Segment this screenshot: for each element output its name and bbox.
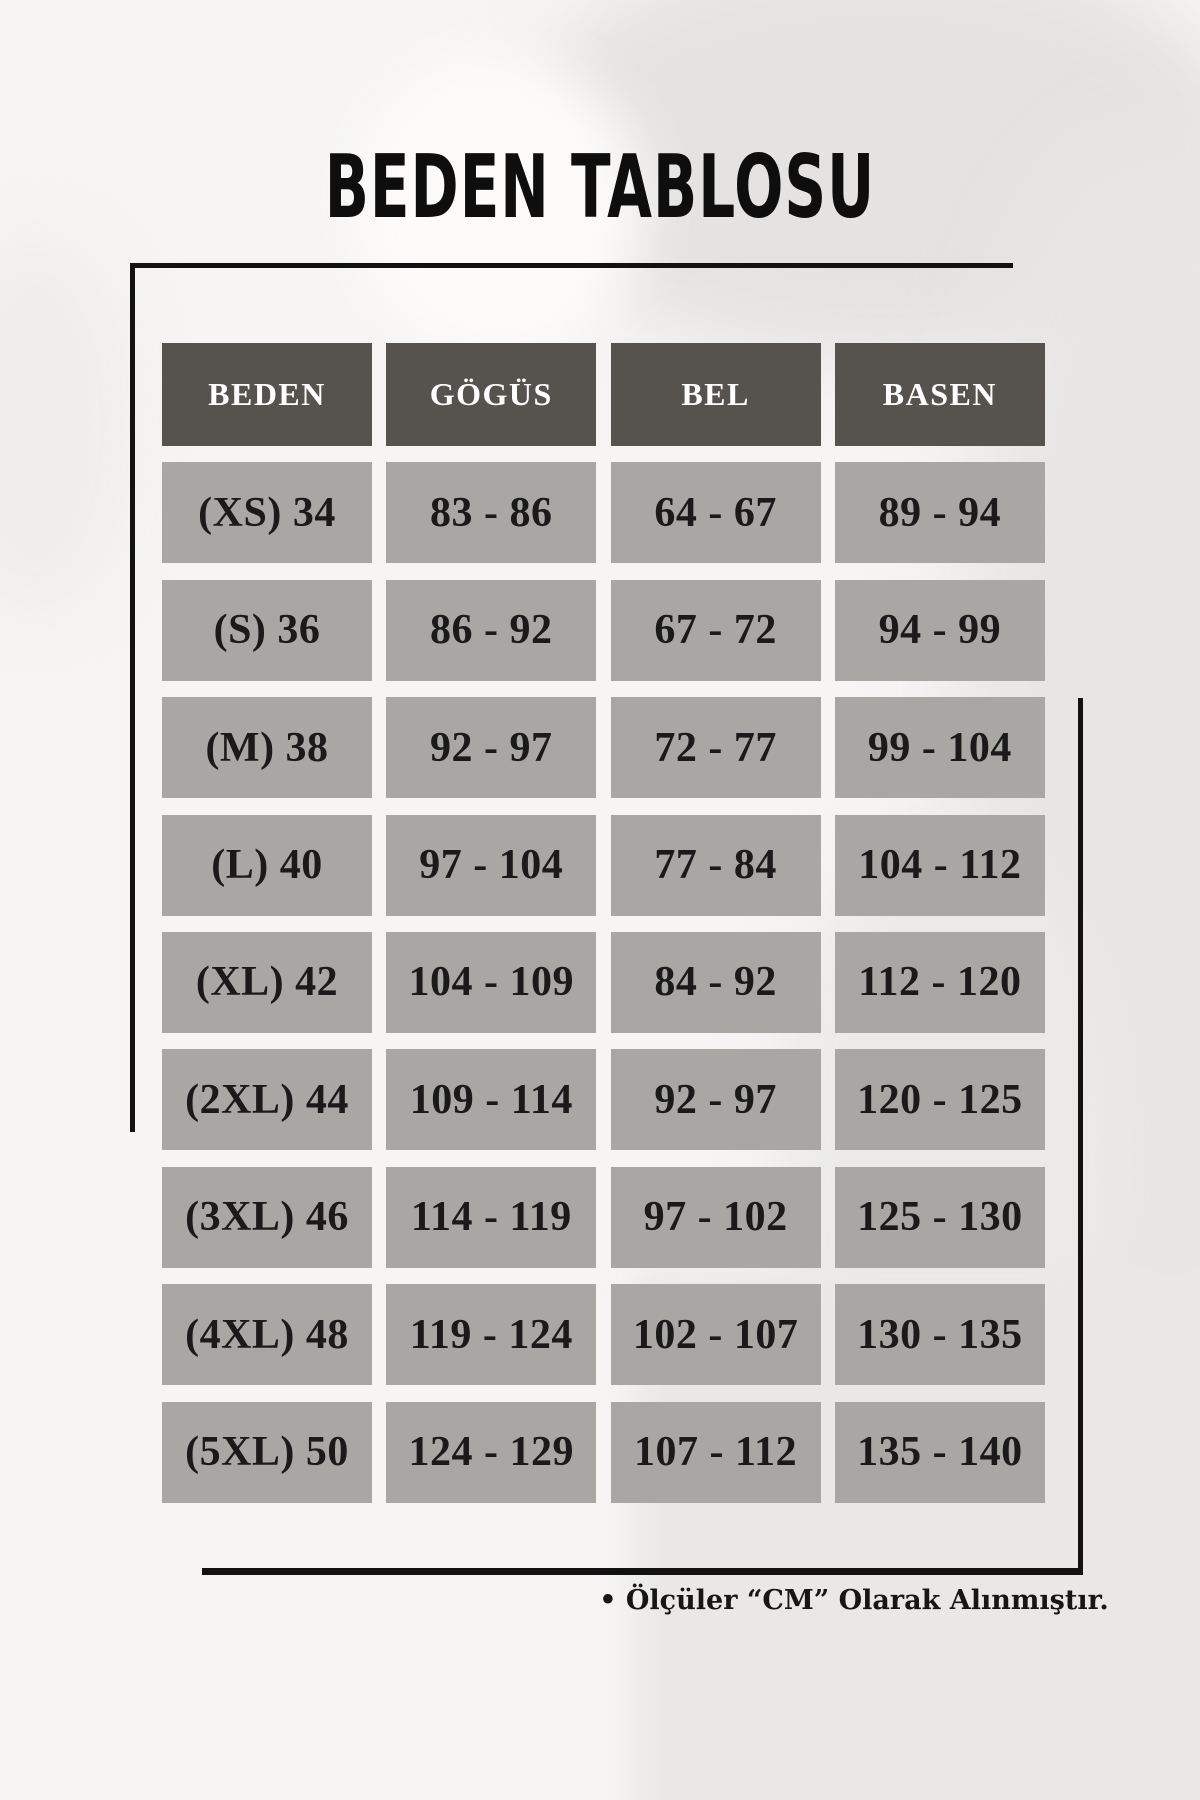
size-label-cell: (2XL) 44 <box>162 1049 372 1151</box>
measurement-cell: 135 - 140 <box>834 1401 1045 1503</box>
measurement-cell: 130 - 135 <box>834 1284 1045 1386</box>
measurement-cell: 83 - 86 <box>386 462 597 564</box>
measurement-note: • Ölçüler “CM” Olarak Alınmıştır. <box>599 1585 1109 1616</box>
measurement-cell: 124 - 129 <box>386 1401 597 1503</box>
measurement-cell: 97 - 102 <box>610 1166 821 1268</box>
measurement-cell: 107 - 112 <box>610 1401 821 1503</box>
measurement-cell: 114 - 119 <box>386 1166 597 1268</box>
measurement-cell: 84 - 92 <box>610 931 821 1033</box>
measurement-cell: 67 - 72 <box>610 579 821 681</box>
measurement-cell: 97 - 104 <box>386 814 597 916</box>
page-title: BEDEN TABLOSU <box>324 136 876 238</box>
size-label-cell: (M) 38 <box>162 697 372 799</box>
measurement-cell: 104 - 109 <box>386 931 597 1033</box>
measurement-cell: 94 - 99 <box>834 579 1045 681</box>
size-label-cell: (3XL) 46 <box>162 1166 372 1268</box>
measurement-cell: 92 - 97 <box>610 1049 821 1151</box>
measurement-cell: 125 - 130 <box>834 1166 1045 1268</box>
size-table: BEDEN GÖGÜS BEL BASEN (XS) 34 83 - 86 64… <box>162 343 1045 1503</box>
background-watermark-highlight <box>355 55 645 355</box>
measurement-cell: 119 - 124 <box>386 1284 597 1386</box>
size-label-cell: (S) 36 <box>162 579 372 681</box>
decorative-frame-bottom-right <box>202 698 1083 1575</box>
measurement-cell: 102 - 107 <box>610 1284 821 1386</box>
measurement-cell: 89 - 94 <box>834 462 1045 564</box>
measurement-cell: 112 - 120 <box>834 931 1045 1033</box>
column-header-bel: BEL <box>610 343 821 446</box>
measurement-cell: 120 - 125 <box>834 1049 1045 1151</box>
size-label-cell: (5XL) 50 <box>162 1401 372 1503</box>
background-watermark-blob <box>0 230 140 620</box>
column-header-beden: BEDEN <box>162 343 372 446</box>
measurement-cell: 72 - 77 <box>610 697 821 799</box>
measurement-cell: 86 - 92 <box>386 579 597 681</box>
measurement-cell: 77 - 84 <box>610 814 821 916</box>
measurement-cell: 92 - 97 <box>386 697 597 799</box>
size-label-cell: (4XL) 48 <box>162 1284 372 1386</box>
measurement-cell: 99 - 104 <box>834 697 1045 799</box>
size-label-cell: (L) 40 <box>162 814 372 916</box>
size-label-cell: (XL) 42 <box>162 931 372 1033</box>
decorative-frame-top-left <box>130 263 1013 1132</box>
size-label-cell: (XS) 34 <box>162 462 372 564</box>
measurement-cell: 104 - 112 <box>834 814 1045 916</box>
measurement-cell: 109 - 114 <box>386 1049 597 1151</box>
measurement-cell: 64 - 67 <box>610 462 821 564</box>
column-header-basen: BASEN <box>834 343 1045 446</box>
column-header-gogus: GÖGÜS <box>386 343 597 446</box>
